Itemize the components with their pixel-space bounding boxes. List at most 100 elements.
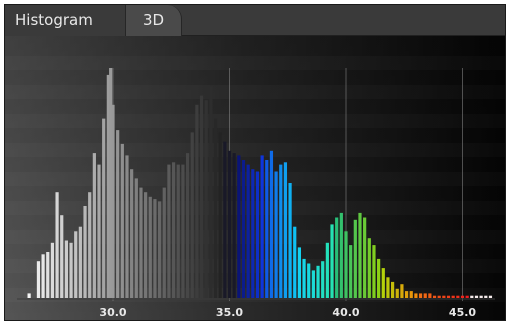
x-tick-label: 40.0 <box>332 306 359 319</box>
histogram-bar <box>227 150 232 298</box>
histogram-bar <box>321 261 325 298</box>
histogram-bar <box>432 295 437 298</box>
histogram-bar <box>288 183 292 298</box>
histogram-bar <box>162 187 166 298</box>
histogram-bar <box>139 187 143 298</box>
histogram-bar <box>404 291 409 298</box>
histogram-bar <box>88 192 92 298</box>
histogram-bar <box>69 242 73 298</box>
histogram-bar <box>190 132 194 298</box>
histogram-bar <box>446 295 451 298</box>
x-tick-label: 45.0 <box>449 306 476 319</box>
tab-bar: Histogram 3D <box>5 5 505 36</box>
histogram-bar <box>367 238 371 298</box>
histogram-bar <box>335 217 339 298</box>
tab-histogram[interactable]: Histogram <box>5 5 126 36</box>
histogram-bar <box>64 240 68 298</box>
histogram-bar <box>185 153 190 298</box>
histogram-bar <box>106 74 110 299</box>
histogram-bar <box>372 245 376 298</box>
histogram-bar <box>116 130 120 298</box>
histogram-bar <box>460 295 465 298</box>
histogram-bar <box>437 295 441 298</box>
histogram-bar <box>78 226 82 298</box>
histogram-bar <box>144 192 148 298</box>
histogram-bar <box>158 201 162 298</box>
histogram-bar <box>223 141 227 298</box>
histogram-bar <box>92 153 96 298</box>
histogram-bar <box>339 212 343 298</box>
plot-band <box>5 172 505 186</box>
histogram-bar <box>442 295 446 298</box>
histogram-bar <box>204 100 208 298</box>
histogram-bar <box>479 295 483 298</box>
histogram-bar <box>181 164 185 298</box>
histogram-bar <box>330 224 334 298</box>
plot-band <box>5 56 505 70</box>
histogram-bar <box>484 295 488 298</box>
histogram-bar <box>27 293 31 298</box>
histogram-bar <box>409 291 413 298</box>
histogram-bar <box>246 164 250 298</box>
histogram-bar <box>381 268 385 298</box>
histogram-bar <box>418 293 423 298</box>
histogram-bar <box>363 217 367 298</box>
histogram-bar <box>55 192 59 298</box>
histogram-bar <box>167 164 171 298</box>
plot-band <box>5 85 505 99</box>
histogram-bar <box>36 261 41 298</box>
histogram-bar <box>423 293 427 298</box>
histogram-bar <box>274 171 278 298</box>
histogram-bar <box>377 258 381 298</box>
x-tick-label: 30.0 <box>99 306 126 319</box>
tab-3d[interactable]: 3D <box>126 5 182 36</box>
histogram-bar <box>171 162 176 298</box>
histogram-bar <box>414 293 418 298</box>
histogram-bar <box>391 281 395 298</box>
histogram-bar <box>265 160 269 298</box>
histogram-bar <box>97 164 101 298</box>
histogram-bar <box>241 160 246 298</box>
histogram-bar <box>428 293 432 298</box>
histogram-bar <box>232 153 236 298</box>
histogram-bar <box>344 231 348 298</box>
histogram-bar <box>41 254 45 298</box>
histogram-bar <box>456 295 460 298</box>
histogram-bar <box>349 245 353 298</box>
histogram-bar <box>260 155 264 298</box>
histogram-bars <box>27 68 493 299</box>
histogram-bar <box>120 143 124 298</box>
histogram-bar <box>109 68 113 298</box>
histogram-bar <box>74 231 78 298</box>
histogram-bar <box>237 155 241 298</box>
histogram-bar <box>302 258 306 298</box>
histogram-panel: Histogram 3D 30.0 35.0 40.0 45.0 <box>4 4 506 321</box>
histogram-bar <box>297 247 301 298</box>
histogram-bar <box>102 118 106 298</box>
histogram-bar <box>153 199 157 298</box>
histogram-bar <box>353 219 357 298</box>
histogram-bar <box>465 295 469 298</box>
histogram-bar <box>311 270 315 298</box>
plot-band <box>5 114 505 128</box>
histogram-bar <box>316 265 320 298</box>
histogram-bar <box>50 242 55 298</box>
histogram-plot-area: 30.0 35.0 40.0 45.0 <box>5 36 505 320</box>
histogram-bar <box>176 164 180 298</box>
histogram-bar <box>358 212 362 298</box>
histogram-bar <box>134 178 138 298</box>
histogram-bar <box>400 284 404 298</box>
histogram-bar <box>386 277 390 298</box>
histogram-bar <box>213 118 218 298</box>
histogram-bar <box>293 226 297 298</box>
histogram-bar <box>125 155 129 298</box>
histogram-bar <box>395 288 399 298</box>
histogram-bar <box>283 162 288 298</box>
histogram-chart: 30.0 35.0 40.0 45.0 <box>5 36 505 320</box>
histogram-bar <box>130 169 134 298</box>
histogram-bar <box>60 215 64 298</box>
histogram-bar <box>148 196 152 298</box>
histogram-bar <box>269 150 274 298</box>
histogram-bar <box>83 206 87 298</box>
plot-band <box>5 201 505 215</box>
